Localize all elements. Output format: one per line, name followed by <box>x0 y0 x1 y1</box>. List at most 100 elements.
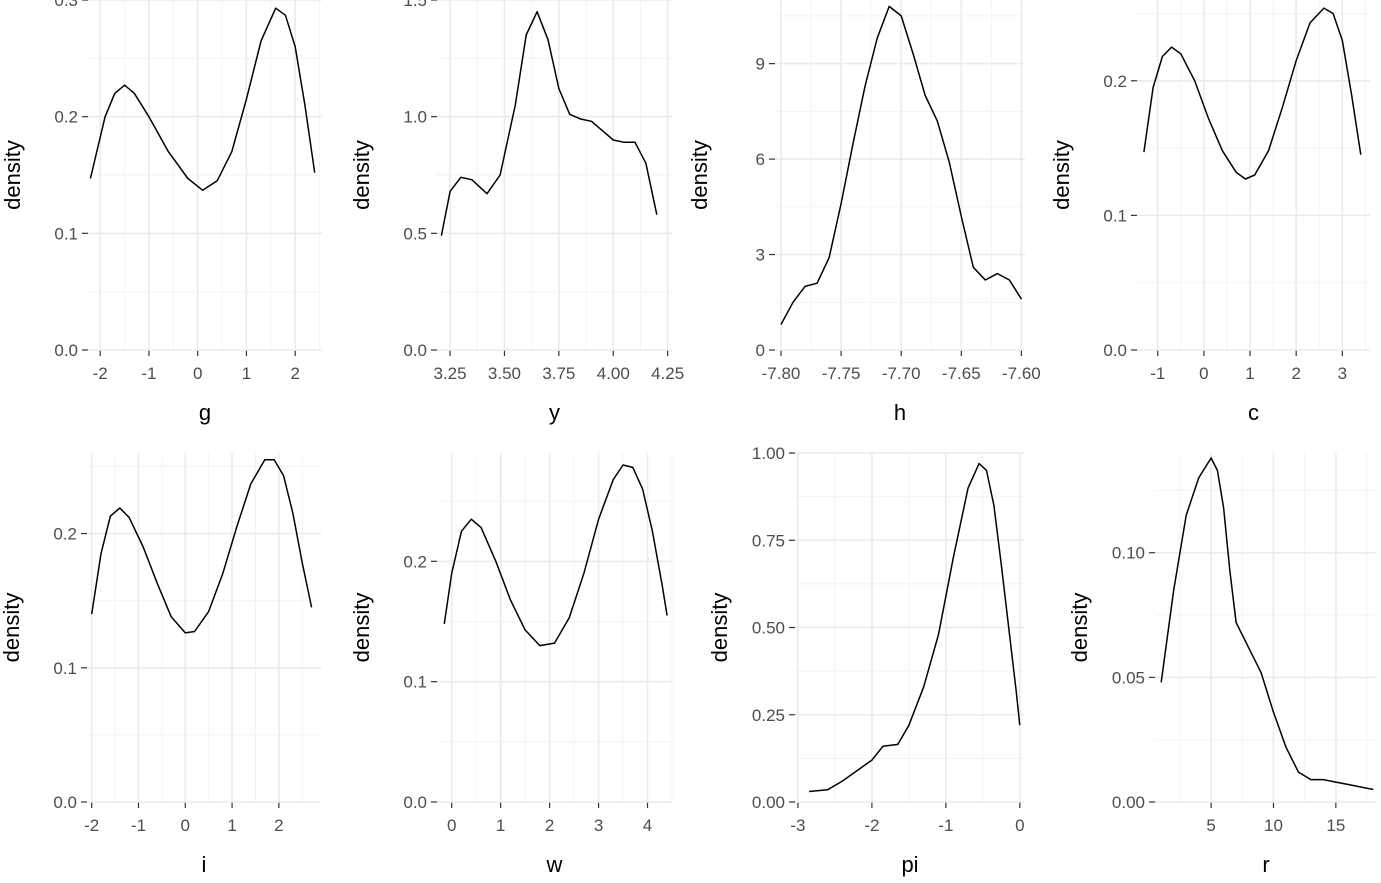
y-tick-label: 0.0 <box>53 793 77 812</box>
x-tick-label: -3 <box>790 816 805 835</box>
x-tick-label: 0 <box>1199 364 1208 383</box>
x-axis-title: i <box>202 852 207 877</box>
density-panel-y: 3.25 3.50 3.75 4.00 4.25 0.0 0.5 1.0 1.5 y density <box>349 0 684 425</box>
density-panel-i: -2 -1 0 1 2 0.0 0.1 0.2 i density <box>0 453 321 877</box>
density-panel-c: -1 0 1 2 3 0.0 0.1 0.2 c density <box>1049 0 1370 425</box>
y-tick-label: 0.05 <box>1112 668 1145 687</box>
x-tick-label: 1 <box>496 816 505 835</box>
density-panel-g: -2 -1 0 1 2 0.0 0.1 0.2 0.3 g density <box>0 0 322 425</box>
x-tick-label: 15 <box>1326 816 1345 835</box>
x-tick-label: 2 <box>545 816 554 835</box>
density-curve-i <box>90 458 313 634</box>
density-curve-g <box>89 7 316 191</box>
density-curve-r <box>1160 457 1374 791</box>
y-tick-label: 0.25 <box>752 706 785 725</box>
x-tick-label: 3.25 <box>434 364 467 383</box>
x-tick-label: -2 <box>864 816 879 835</box>
density-panel-pi: -3 -2 -1 0 0.00 0.25 0.50 0.75 1.00 pi density <box>707 444 1025 877</box>
y-tick-label: 0.2 <box>403 552 427 571</box>
y-tick-label: 0.1 <box>53 659 77 678</box>
x-tick-label: 0 <box>181 816 190 835</box>
y-axis-title: density <box>1067 593 1092 663</box>
x-tick-label: -1 <box>938 816 953 835</box>
x-tick-label: -2 <box>84 816 99 835</box>
y-tick-label: 0.5 <box>403 224 427 243</box>
x-tick-label: -7.80 <box>762 364 801 383</box>
y-tick-label: 0.2 <box>53 525 77 544</box>
density-panel-w: 0 1 2 3 4 0.0 0.1 0.2 w density <box>349 453 673 877</box>
x-tick-label: -7.70 <box>882 364 921 383</box>
y-axis-title: density <box>349 140 374 210</box>
density-curve-y <box>440 10 658 236</box>
density-curve-w <box>443 464 668 647</box>
y-tick-label: 0 <box>756 341 765 360</box>
x-tick-label: 1 <box>242 364 251 383</box>
y-axis-title: density <box>0 140 25 210</box>
density-curve-pi <box>809 462 1021 793</box>
y-tick-label: 0.1 <box>403 673 427 692</box>
x-tick-label: 3 <box>594 816 603 835</box>
y-tick-label: 0.0 <box>403 793 427 812</box>
x-axis-title: c <box>1248 400 1259 425</box>
y-tick-label: 6 <box>756 150 765 169</box>
y-tick-label: 3 <box>756 246 765 265</box>
y-tick-label: 0.1 <box>54 224 78 243</box>
x-tick-label: 4.00 <box>597 364 630 383</box>
x-tick-label: -7.75 <box>822 364 861 383</box>
x-axis-title: y <box>549 400 560 425</box>
y-axis-title: density <box>1049 140 1074 210</box>
density-panel-r: 5 10 15 0.00 0.05 0.10 r density <box>1067 453 1377 877</box>
x-tick-label: 5 <box>1206 816 1215 835</box>
x-tick-label: 0 <box>1015 816 1024 835</box>
x-tick-label: 2 <box>274 816 283 835</box>
x-tick-label: 4 <box>643 816 652 835</box>
y-tick-label: 0.00 <box>1112 793 1145 812</box>
y-tick-label: 0.00 <box>752 793 785 812</box>
y-tick-label: 0.50 <box>752 619 785 638</box>
y-tick-label: 0.3 <box>54 0 78 10</box>
y-axis-title: density <box>687 140 712 210</box>
x-tick-label: 0 <box>193 364 202 383</box>
x-tick-label: -1 <box>1150 364 1165 383</box>
y-tick-label: 9 <box>756 55 765 74</box>
y-tick-label: 1.0 <box>403 108 427 127</box>
x-axis-title: w <box>546 852 563 877</box>
density-curve-h <box>780 5 1023 325</box>
x-axis-title: h <box>894 400 906 425</box>
x-tick-label: 2 <box>1291 364 1300 383</box>
y-axis-title: density <box>349 593 374 663</box>
y-axis-title: density <box>0 593 24 663</box>
y-tick-label: 0.2 <box>54 108 78 127</box>
x-axis-title: g <box>199 400 211 425</box>
y-tick-label: 1.5 <box>403 0 427 10</box>
y-tick-label: 0.0 <box>54 341 78 360</box>
x-tick-label: 2 <box>290 364 299 383</box>
x-tick-label: 1 <box>1245 364 1254 383</box>
x-tick-label: -2 <box>93 364 108 383</box>
y-axis-title: density <box>707 593 732 663</box>
y-tick-label: 0.2 <box>1103 72 1127 91</box>
x-tick-label: 0 <box>447 816 456 835</box>
x-tick-label: 10 <box>1264 816 1283 835</box>
x-tick-label: -1 <box>131 816 146 835</box>
y-tick-label: 0.75 <box>752 531 785 550</box>
y-tick-label: 0.10 <box>1112 544 1145 563</box>
y-tick-label: 1.00 <box>752 444 785 463</box>
x-tick-label: 1 <box>227 816 236 835</box>
y-tick-label: 0.1 <box>1103 206 1127 225</box>
x-axis-title: r <box>1262 852 1269 877</box>
y-tick-label: 0.0 <box>1103 341 1127 360</box>
density-panel-h: -7.80 -7.75 -7.70 -7.65 -7.60 0 3 6 9 h density <box>687 0 1041 425</box>
y-tick-label: 0.0 <box>403 341 427 360</box>
density-curve-c <box>1143 7 1362 180</box>
x-tick-label: 3.50 <box>488 364 521 383</box>
x-tick-label: -1 <box>141 364 156 383</box>
x-tick-label: -7.60 <box>1002 364 1041 383</box>
x-axis-title: pi <box>901 852 918 877</box>
x-tick-label: 4.25 <box>651 364 684 383</box>
x-tick-label: -7.65 <box>942 364 981 383</box>
x-tick-label: 3 <box>1338 364 1347 383</box>
x-tick-label: 3.75 <box>542 364 575 383</box>
